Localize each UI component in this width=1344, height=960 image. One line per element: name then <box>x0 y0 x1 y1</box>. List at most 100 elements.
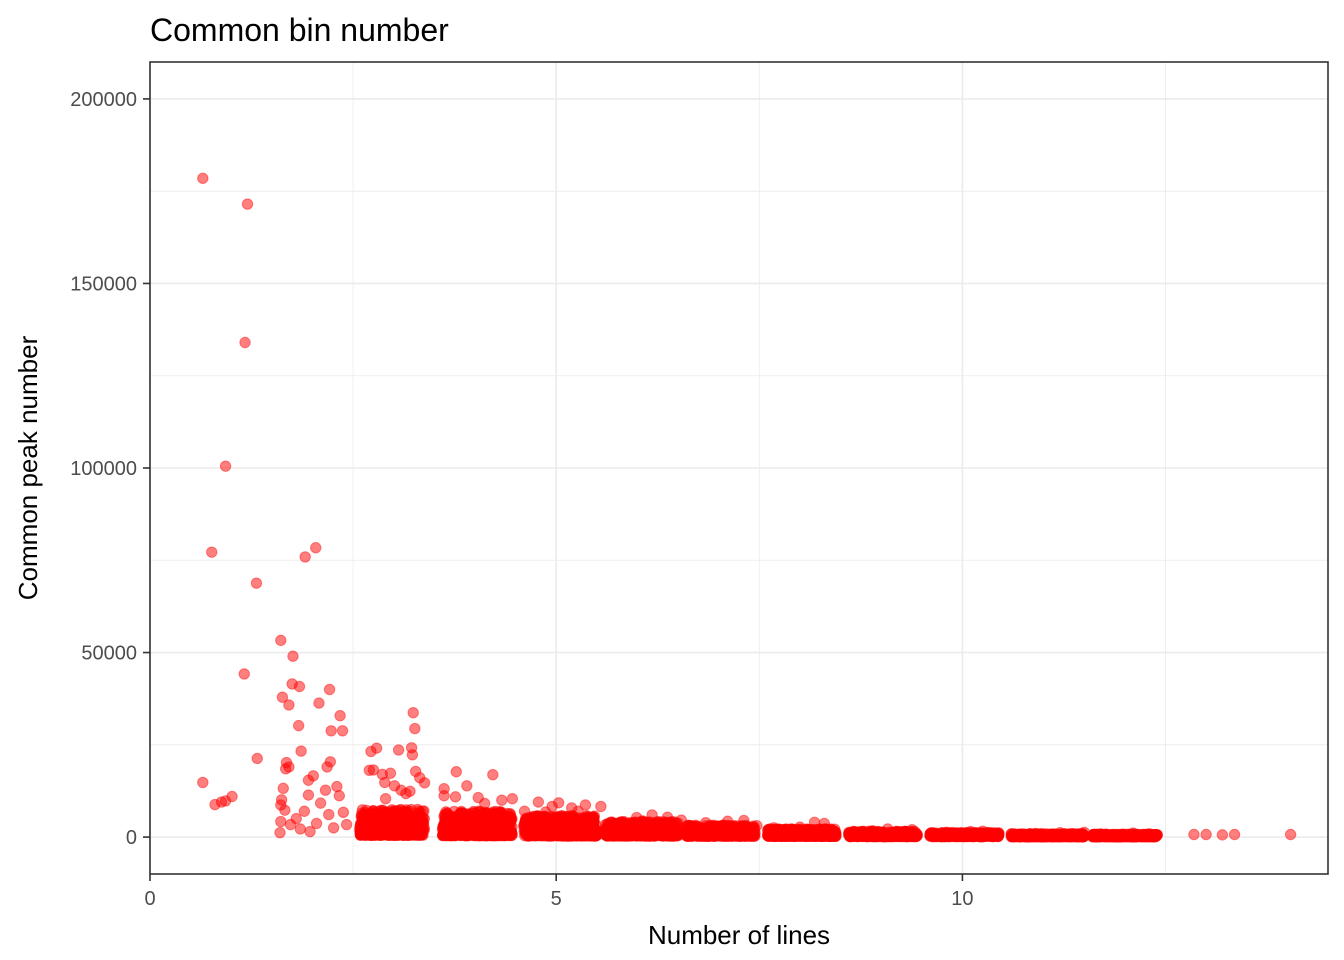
data-point <box>226 790 238 803</box>
data-point <box>379 776 391 789</box>
data-point <box>293 680 306 693</box>
data-point <box>238 668 250 680</box>
data-point <box>718 827 730 839</box>
data-point <box>556 810 568 822</box>
data-point <box>279 804 291 816</box>
data-point <box>327 822 340 834</box>
data-point <box>1127 827 1139 839</box>
points <box>197 172 1297 843</box>
data-point <box>595 800 607 813</box>
data-point <box>239 336 251 349</box>
data-point <box>940 826 952 838</box>
data-point <box>472 791 484 804</box>
data-point <box>1143 828 1155 840</box>
data-point <box>277 782 289 795</box>
data-point <box>686 821 698 833</box>
data-point <box>572 805 584 817</box>
data-point <box>950 830 963 842</box>
data-point <box>1065 831 1077 843</box>
data-point <box>801 829 813 842</box>
data-point <box>438 790 450 802</box>
data-point <box>365 745 377 758</box>
data-point <box>310 542 322 554</box>
x-tick-label: 0 <box>144 888 155 910</box>
data-point <box>1078 826 1090 838</box>
data-point <box>661 811 674 823</box>
data-point <box>636 815 649 827</box>
data-point <box>314 797 327 809</box>
data-point <box>881 823 894 835</box>
data-point <box>340 818 353 831</box>
data-point <box>365 809 378 822</box>
data-point <box>964 825 977 838</box>
data-point <box>675 814 688 826</box>
data-point <box>1284 828 1297 841</box>
data-point <box>1200 828 1212 841</box>
y-tick-label: 150000 <box>70 273 137 295</box>
data-point <box>302 774 315 786</box>
data-point <box>1054 826 1066 839</box>
data-point <box>333 790 345 802</box>
data-point <box>478 818 490 831</box>
data-point <box>361 820 373 833</box>
data-point <box>617 816 629 828</box>
data-point <box>418 777 431 789</box>
data-point <box>461 780 473 792</box>
data-point <box>299 551 311 563</box>
data-point <box>406 749 419 761</box>
y-tick-label: 0 <box>126 827 137 849</box>
data-point <box>721 815 734 827</box>
data-point <box>768 822 780 834</box>
y-tick-label: 100000 <box>70 458 137 480</box>
data-point <box>646 809 658 821</box>
data-point <box>302 789 315 801</box>
data-point <box>830 826 842 838</box>
data-point <box>601 829 614 841</box>
data-point <box>468 807 480 819</box>
data-point <box>867 825 879 837</box>
data-point <box>384 767 397 779</box>
data-point <box>518 805 531 817</box>
chart-title: Common bin number <box>150 12 449 48</box>
data-point <box>206 546 218 558</box>
grid <box>149 62 1328 874</box>
data-point <box>294 823 306 835</box>
data-point <box>494 828 506 841</box>
data-point <box>738 814 750 827</box>
data-point <box>449 791 462 803</box>
data-point <box>197 776 209 789</box>
data-point <box>250 577 263 589</box>
data-point <box>977 825 989 837</box>
data-point <box>699 816 712 829</box>
data-point <box>496 794 508 806</box>
data-point <box>653 822 666 834</box>
data-point <box>1216 829 1229 841</box>
data-point <box>1188 828 1200 841</box>
data-point <box>325 725 337 737</box>
data-point <box>441 807 453 819</box>
y-tick-label: 200000 <box>70 89 137 111</box>
data-point <box>487 806 499 818</box>
data-point <box>287 650 299 662</box>
x-axis: 0 5 10 <box>144 874 974 910</box>
data-point <box>818 817 831 830</box>
data-point <box>1228 828 1241 841</box>
data-point <box>295 745 307 757</box>
data-point <box>1010 830 1022 842</box>
data-point <box>442 817 454 829</box>
data-point <box>397 827 409 839</box>
data-point <box>1029 827 1042 840</box>
data-point <box>634 825 647 837</box>
data-point <box>450 766 462 778</box>
data-point <box>407 707 419 719</box>
data-point <box>313 697 325 709</box>
data-point <box>292 719 305 732</box>
data-point <box>379 793 392 805</box>
data-point <box>274 826 286 839</box>
y-tick-label: 50000 <box>81 643 137 665</box>
data-point <box>331 780 343 793</box>
data-point <box>197 172 209 184</box>
data-point <box>310 817 323 830</box>
data-point <box>588 815 600 828</box>
